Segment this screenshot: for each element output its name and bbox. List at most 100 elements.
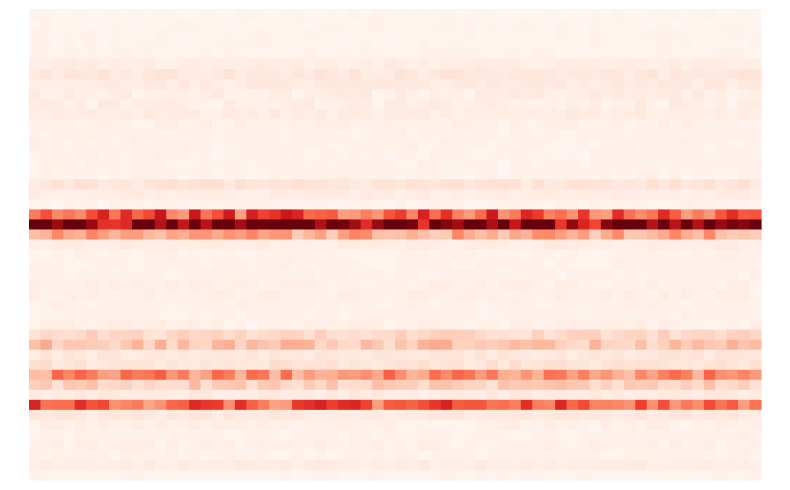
heatmap-cell [395,219,407,230]
heatmap-cell [601,290,613,301]
heatmap-cell [521,400,533,411]
heatmap-cell [429,450,441,461]
heatmap-cell [692,39,704,50]
heatmap-cell [143,440,155,451]
heatmap-cell [670,290,682,301]
heatmap-cell [212,199,224,210]
heatmap-cell [326,69,338,80]
heatmap-cell [178,19,190,30]
heatmap-cell [750,450,762,461]
heatmap-cell [384,250,396,261]
heatmap-cell [612,219,624,230]
heatmap-cell [635,250,647,261]
heatmap-cell [166,430,178,441]
heatmap-cell [567,49,579,60]
heatmap-cell [235,370,247,381]
heatmap-cell [132,320,144,331]
heatmap-cell [475,440,487,451]
heatmap-cell [109,149,121,160]
heatmap-cell [692,119,704,130]
heatmap-cell [715,209,727,220]
heatmap-cell [258,199,270,210]
heatmap-cell [578,59,590,70]
heatmap-cell [315,19,327,30]
heatmap-cell [98,390,110,401]
heatmap-cell [212,219,224,230]
heatmap-cell [487,310,499,321]
heatmap-cell [75,29,87,40]
heatmap-cell [704,260,716,271]
heatmap-cell [452,380,464,391]
heatmap-cell [464,340,476,351]
heatmap-cell [52,410,64,421]
heatmap-cell [727,159,739,170]
heatmap-cell [258,440,270,451]
heatmap-cell [544,370,556,381]
heatmap-cell [670,29,682,40]
heatmap-cell [544,390,556,401]
heatmap-cell [29,300,41,311]
heatmap-cell [384,129,396,140]
heatmap-cell [361,410,373,421]
heatmap-cell [349,400,361,411]
heatmap-cell [326,199,338,210]
heatmap-cell [555,229,567,240]
heatmap-cell [372,390,384,401]
heatmap-cell [487,260,499,271]
heatmap-cell [166,390,178,401]
heatmap-cell [532,79,544,90]
heatmap-cell [29,49,41,60]
heatmap-cell [384,340,396,351]
heatmap-cell [109,209,121,220]
heatmap-cell [109,330,121,341]
heatmap-cell [86,109,98,120]
heatmap-cell [372,270,384,281]
heatmap-cell [475,270,487,281]
heatmap-cell [750,350,762,361]
heatmap-cell [384,219,396,230]
heatmap-cell [326,330,338,341]
heatmap-cell [40,209,52,220]
heatmap-cell [86,390,98,401]
heatmap-cell [52,239,64,250]
heatmap-cell [532,49,544,60]
heatmap-cell [189,139,201,150]
heatmap-cell [578,310,590,321]
heatmap-cell [235,260,247,271]
heatmap-cell [635,340,647,351]
heatmap-cell [429,59,441,70]
heatmap-cell [258,280,270,291]
heatmap-cell [567,139,579,150]
heatmap-cell [132,19,144,30]
heatmap-cell [441,470,453,481]
heatmap-cell [75,219,87,230]
heatmap-cell [498,270,510,281]
heatmap-cell [40,189,52,200]
heatmap-cell [487,19,499,30]
heatmap-cell [578,69,590,80]
heatmap-cell [441,69,453,80]
heatmap-cell [624,169,636,180]
heatmap-cell [601,470,613,481]
heatmap-cell [304,330,316,341]
heatmap-cell [155,139,167,150]
heatmap-cell [624,159,636,170]
heatmap-cell [166,169,178,180]
heatmap-cell [86,470,98,481]
heatmap-cell [143,330,155,341]
heatmap-cell [246,79,258,90]
heatmap-cell [567,109,579,120]
heatmap-cell [578,430,590,441]
heatmap-cell [86,450,98,461]
heatmap-cell [624,239,636,250]
heatmap-cell [372,29,384,40]
heatmap-cell [509,239,521,250]
heatmap-cell [647,310,659,321]
heatmap-cell [155,370,167,381]
heatmap-cell [361,179,373,190]
heatmap-cell [201,219,213,230]
heatmap-cell [315,390,327,401]
heatmap-cell [315,169,327,180]
heatmap-cell [487,139,499,150]
heatmap-cell [464,119,476,130]
